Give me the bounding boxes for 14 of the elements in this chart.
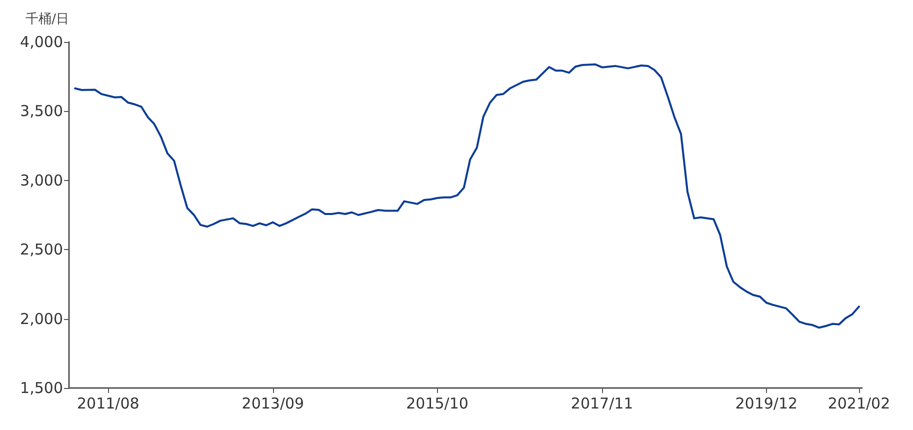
- y-tick-label: 2,500: [20, 240, 63, 259]
- y-tick-label: 3,500: [20, 102, 63, 120]
- y-tick-label: 2,000: [20, 310, 63, 328]
- x-tick-label: 2019/12: [735, 394, 798, 412]
- x-tick-label: 2013/09: [242, 394, 304, 412]
- y-tick-label: 1,500: [20, 379, 63, 397]
- line-series: [74, 63, 860, 329]
- y-axis-title: 千桶/日: [26, 12, 69, 27]
- x-tick-label: 2015/10: [406, 394, 468, 412]
- y-tick-label: 4,000: [20, 33, 63, 51]
- x-tick-label: 2011/08: [76, 394, 140, 412]
- x-tick-label: 2017/11: [570, 394, 634, 412]
- x-tick-label: 2021/02: [828, 394, 890, 412]
- y-tick-label: 3,000: [20, 171, 63, 190]
